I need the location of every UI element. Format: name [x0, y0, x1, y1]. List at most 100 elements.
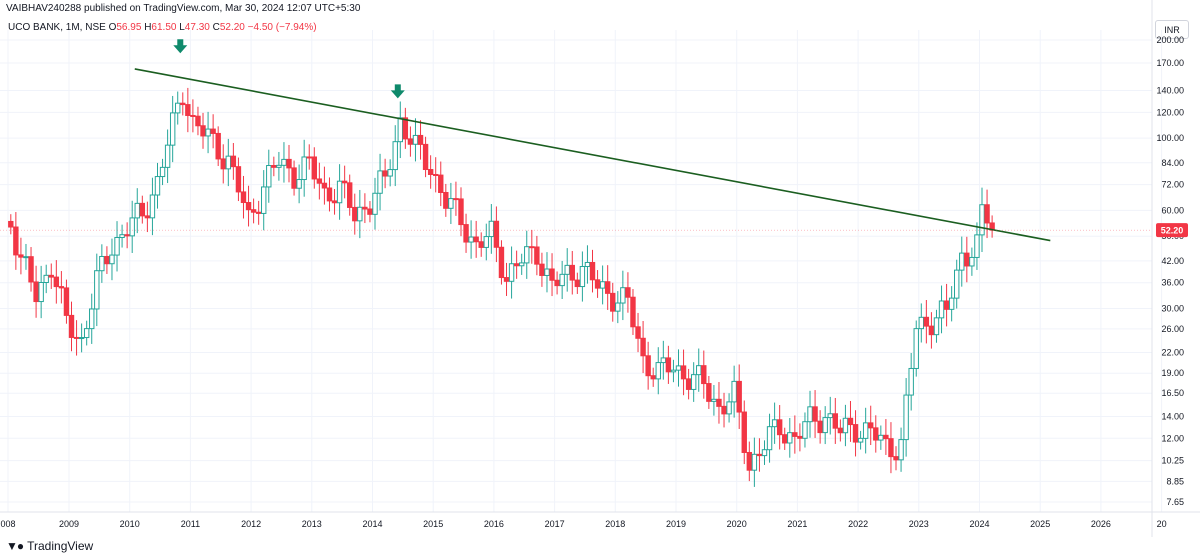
candle-body	[513, 263, 520, 267]
candle-body	[195, 115, 201, 127]
y-tick-label: 16.50	[1161, 388, 1184, 398]
candle-body	[888, 438, 894, 458]
candle-body	[625, 287, 631, 298]
x-tick-label: 2018	[605, 519, 625, 529]
candle-body	[235, 166, 242, 193]
candle-body	[893, 456, 899, 461]
candle-body	[185, 104, 191, 116]
candle-body	[433, 173, 439, 176]
candle-body	[539, 263, 545, 276]
candle-body	[534, 246, 540, 265]
candle-body	[696, 365, 702, 376]
candle-body	[645, 355, 651, 377]
candle-body	[377, 170, 383, 194]
candle-body	[468, 236, 474, 243]
candle-body	[954, 269, 960, 299]
open-value: 56.95	[116, 22, 142, 33]
open-label: O	[108, 22, 117, 33]
tradingview-logo-icon[interactable]: ▼●	[6, 539, 24, 553]
x-tick-label: 2023	[909, 519, 929, 529]
y-tick-label: 19.00	[1161, 368, 1184, 378]
x-tick-label: 2016	[484, 519, 504, 529]
x-tick-label: 2025	[1030, 519, 1050, 529]
candle-body	[281, 158, 287, 166]
currency-selector[interactable]: INR	[1155, 20, 1189, 39]
x-tick-label: 2010	[120, 519, 140, 529]
candle-body	[271, 165, 277, 168]
candle-body	[382, 170, 388, 177]
close-label: C	[212, 22, 220, 33]
y-tick-label: 60.00	[1161, 205, 1184, 215]
candle-body	[857, 437, 864, 443]
candle-body	[771, 419, 778, 428]
candle-body	[782, 434, 788, 444]
candle-body	[119, 234, 125, 239]
footer-brand[interactable]: TradingView	[27, 539, 94, 553]
candle-body	[63, 287, 70, 316]
last-price-badge	[1156, 223, 1188, 238]
y-tick-label: 26.00	[1161, 324, 1184, 334]
candle-body	[741, 411, 747, 453]
candle-body	[918, 316, 924, 330]
y-tick-label: 84.00	[1161, 158, 1184, 168]
candle-body	[286, 158, 292, 169]
symbol-legend: UCO BANK, 1M, NSE O56.95 H61.50 L47.30 C…	[8, 22, 317, 33]
down-arrow-icon	[173, 39, 188, 54]
candle-body	[508, 263, 515, 282]
candle-body	[862, 422, 869, 439]
y-tick-label: 170.00	[1156, 58, 1184, 68]
x-tick-label: 008	[0, 519, 15, 529]
candle-body	[787, 432, 793, 444]
candle-body	[665, 357, 672, 373]
candle-body	[868, 422, 874, 429]
candle-body	[8, 220, 14, 228]
candle-body	[387, 169, 393, 177]
candle-body	[690, 374, 697, 390]
candle-body	[498, 246, 505, 279]
candle-body	[640, 337, 646, 357]
candle-body	[797, 435, 803, 439]
candle-body	[397, 117, 403, 143]
candle-body	[650, 375, 656, 380]
candle-body	[448, 198, 454, 209]
candle-body	[417, 134, 424, 145]
y-tick-label: 10.25	[1161, 456, 1184, 466]
candle-body	[660, 357, 667, 364]
x-tick-label: 2014	[362, 519, 382, 529]
candle-body	[407, 138, 414, 145]
candle-body	[716, 398, 722, 407]
candle-body	[144, 215, 151, 219]
candle-body	[190, 114, 196, 117]
candle-body	[341, 180, 348, 184]
candle-body	[579, 266, 586, 288]
candle-body	[847, 417, 854, 426]
candle-body	[114, 237, 120, 256]
candle-body	[766, 426, 773, 451]
y-tick-label: 120.00	[1156, 107, 1184, 117]
y-tick-label: 7.65	[1166, 497, 1184, 507]
candle-body	[291, 167, 297, 189]
candle-body	[736, 380, 742, 413]
change-value: −4.50 (−7.94%)	[247, 22, 317, 33]
candle-body	[903, 394, 909, 441]
candle-body	[928, 325, 935, 336]
publisher-header: VAIBHAV240288 published on TradingView.c…	[6, 3, 361, 14]
candle-body	[427, 169, 434, 175]
candle-body	[483, 236, 489, 248]
candle-body	[701, 365, 707, 385]
candle-body	[129, 217, 135, 237]
candle-body	[296, 179, 302, 189]
candle-body	[964, 252, 970, 267]
x-tick-label: 2011	[181, 519, 200, 529]
candle-body	[969, 256, 975, 267]
candle-body	[210, 128, 216, 134]
close-value: 52.20	[219, 22, 245, 33]
candle-body	[948, 297, 955, 310]
trend-line	[134, 68, 1051, 242]
y-tick-label: 200.00	[1156, 35, 1184, 45]
candle-body	[58, 286, 65, 289]
candle-body	[842, 417, 849, 434]
candle-body	[33, 281, 39, 303]
candle-body	[276, 164, 282, 168]
